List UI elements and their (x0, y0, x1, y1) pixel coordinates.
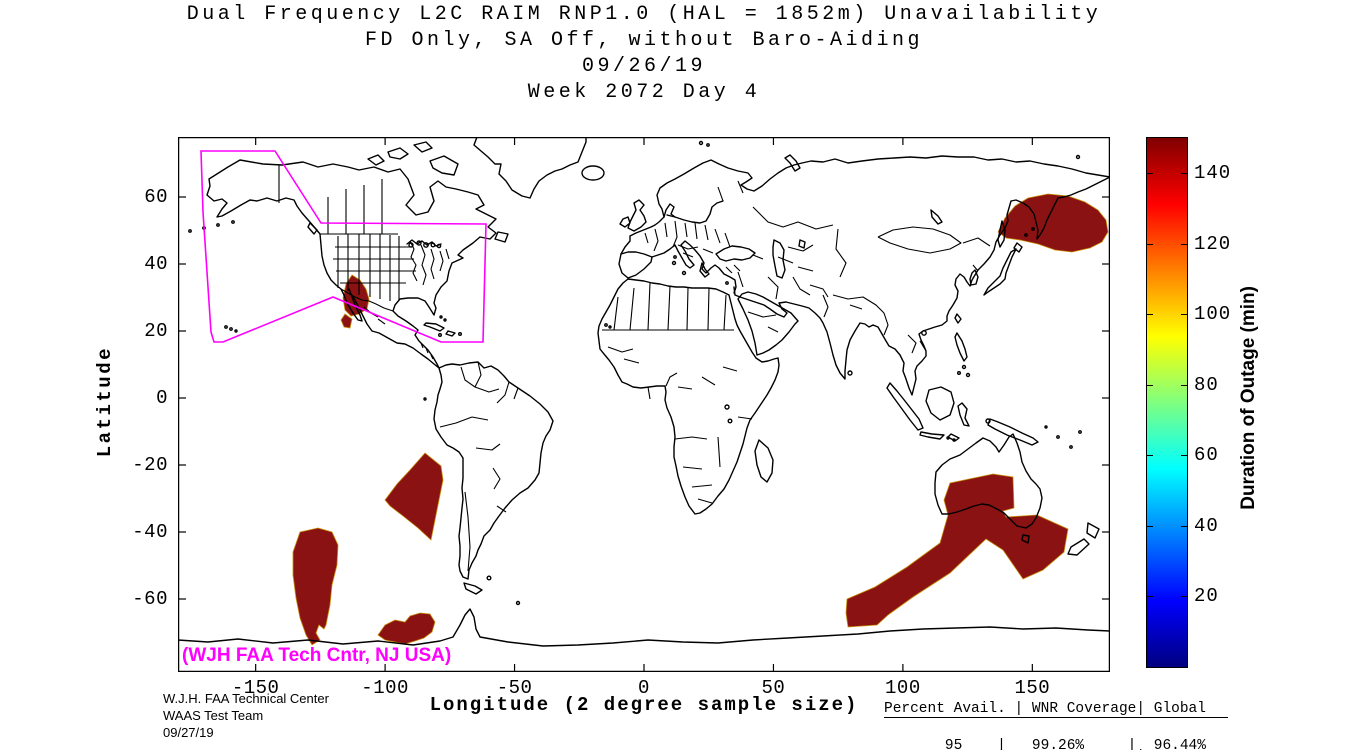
colorbar-tick-label: 20 (1194, 585, 1219, 608)
y-tick-label: 0 (156, 387, 168, 409)
figure-title: Dual Frequency L2C RAIM RNP1.0 (HAL = 18… (178, 2, 1110, 106)
colorbar-tick-mark (1147, 173, 1153, 175)
outage-region (997, 193, 1109, 253)
colorbar-tick-mark (1147, 384, 1153, 386)
y-tick-label: 40 (144, 253, 168, 275)
world-map (178, 137, 1110, 672)
colorbar-tick-mark (1147, 596, 1153, 598)
x-tick-label: -150 (231, 677, 280, 699)
country-borders-layer (278, 165, 991, 572)
x-axis-label: Longitude (2 degree sample size) (429, 694, 859, 716)
stats-table-header: Percent Avail. | WNR Coverage| Global (884, 702, 1228, 718)
outage-region (292, 527, 339, 646)
x-tick-label: 0 (638, 677, 650, 699)
colorbar-tick-mark (1147, 314, 1153, 316)
colorbar-tick-mark (1181, 455, 1187, 457)
axis-tick-marks (178, 137, 1110, 672)
x-tick-label: -100 (361, 677, 409, 699)
outage-region (340, 313, 353, 329)
y-tick-label: -60 (132, 588, 168, 610)
outage-region (384, 452, 444, 541)
availability-stats-table: Percent Avail. | WNR Coverage| Global 95… (884, 681, 1228, 750)
colorbar-tick-label: 100 (1194, 303, 1232, 326)
outage-region (845, 473, 1069, 628)
y-tick-label: -40 (132, 521, 168, 543)
footer-credits: W.J.H. FAA Technical Center WAAS Test Tea… (163, 690, 329, 741)
colorbar-tick-label: 80 (1194, 373, 1219, 396)
waas-coverage-boundary (200, 150, 487, 343)
footer-line: WAAS Test Team (163, 708, 264, 723)
outage-region (377, 612, 436, 645)
footer-line: W.J.H. FAA Technical Center (163, 691, 329, 706)
x-tick-label: -50 (496, 677, 533, 699)
colorbar-tick-label: 140 (1194, 162, 1232, 185)
colorbar-tick-mark (1181, 384, 1187, 386)
colorbar-tick-mark (1147, 455, 1153, 457)
colorbar-tick-mark (1181, 596, 1187, 598)
title-line: FD Only, SA Off, without Baro-Aiding (364, 29, 924, 52)
watermark-text: (WJH FAA Tech Cntr, NJ USA) (182, 645, 452, 666)
colorbar-tick-mark (1181, 173, 1187, 175)
y-tick-label: -20 (132, 454, 168, 476)
title-line: Dual Frequency L2C RAIM RNP1.0 (HAL = 18… (186, 3, 1102, 26)
colorbar-tick-mark (1181, 525, 1187, 527)
x-tick-label: 50 (761, 677, 786, 699)
colorbar-tick-mark (1181, 243, 1187, 245)
footer-line: 09/27/19 (163, 725, 214, 740)
y-tick-label: 60 (144, 186, 168, 208)
title-line: 09/26/19 (581, 55, 706, 78)
title-line: Week 2072 Day 4 (527, 81, 761, 104)
x-tick-label: 150 (1014, 677, 1051, 699)
colorbar-tick-mark (1181, 314, 1187, 316)
colorbar-tick-label: 40 (1194, 514, 1219, 537)
outage-regions-layer (292, 193, 1109, 646)
colorbar-tick-label: 60 (1194, 444, 1219, 467)
stats-table-row: 95 | 99.26% | 96.44% (884, 737, 1206, 750)
plot-border (178, 137, 1110, 672)
coastlines-layer (178, 137, 1110, 647)
colorbar (1146, 137, 1188, 668)
x-tick-label: 100 (885, 677, 921, 699)
colorbar-tick-mark (1147, 525, 1153, 527)
y-tick-label: 20 (144, 320, 168, 342)
stats-table-rows: 95 | 99.26% | 96.44% 98 | 99.26% | 96.44… (884, 737, 1228, 750)
colorbar-tick-label: 120 (1194, 232, 1232, 255)
colorbar-tick-mark (1147, 243, 1153, 245)
